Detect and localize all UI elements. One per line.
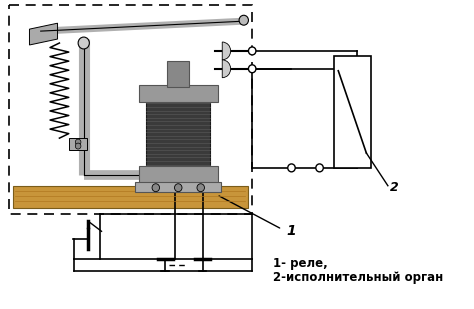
Bar	[146, 91, 210, 174]
Circle shape	[174, 184, 182, 192]
Bar	[69, 138, 88, 150]
Bar	[135, 182, 221, 192]
Bar	[334, 56, 371, 168]
Circle shape	[78, 37, 90, 49]
Circle shape	[152, 184, 160, 192]
Circle shape	[248, 65, 256, 73]
Bar	[139, 85, 218, 103]
Text: 1- реле,: 1- реле,	[273, 257, 328, 270]
Bar	[139, 166, 218, 184]
Bar	[9, 5, 252, 214]
Bar	[13, 186, 248, 208]
Wedge shape	[222, 60, 231, 78]
Circle shape	[75, 139, 81, 145]
Circle shape	[288, 164, 295, 172]
Circle shape	[248, 47, 256, 55]
Circle shape	[197, 184, 204, 192]
Wedge shape	[222, 42, 231, 60]
Circle shape	[316, 164, 323, 172]
Bar	[167, 61, 190, 87]
Circle shape	[75, 143, 81, 149]
Polygon shape	[29, 23, 57, 45]
Text: 2-исполнительный орган: 2-исполнительный орган	[273, 271, 443, 284]
Circle shape	[239, 15, 248, 25]
Text: 1: 1	[287, 224, 296, 238]
Text: 2: 2	[390, 181, 399, 194]
